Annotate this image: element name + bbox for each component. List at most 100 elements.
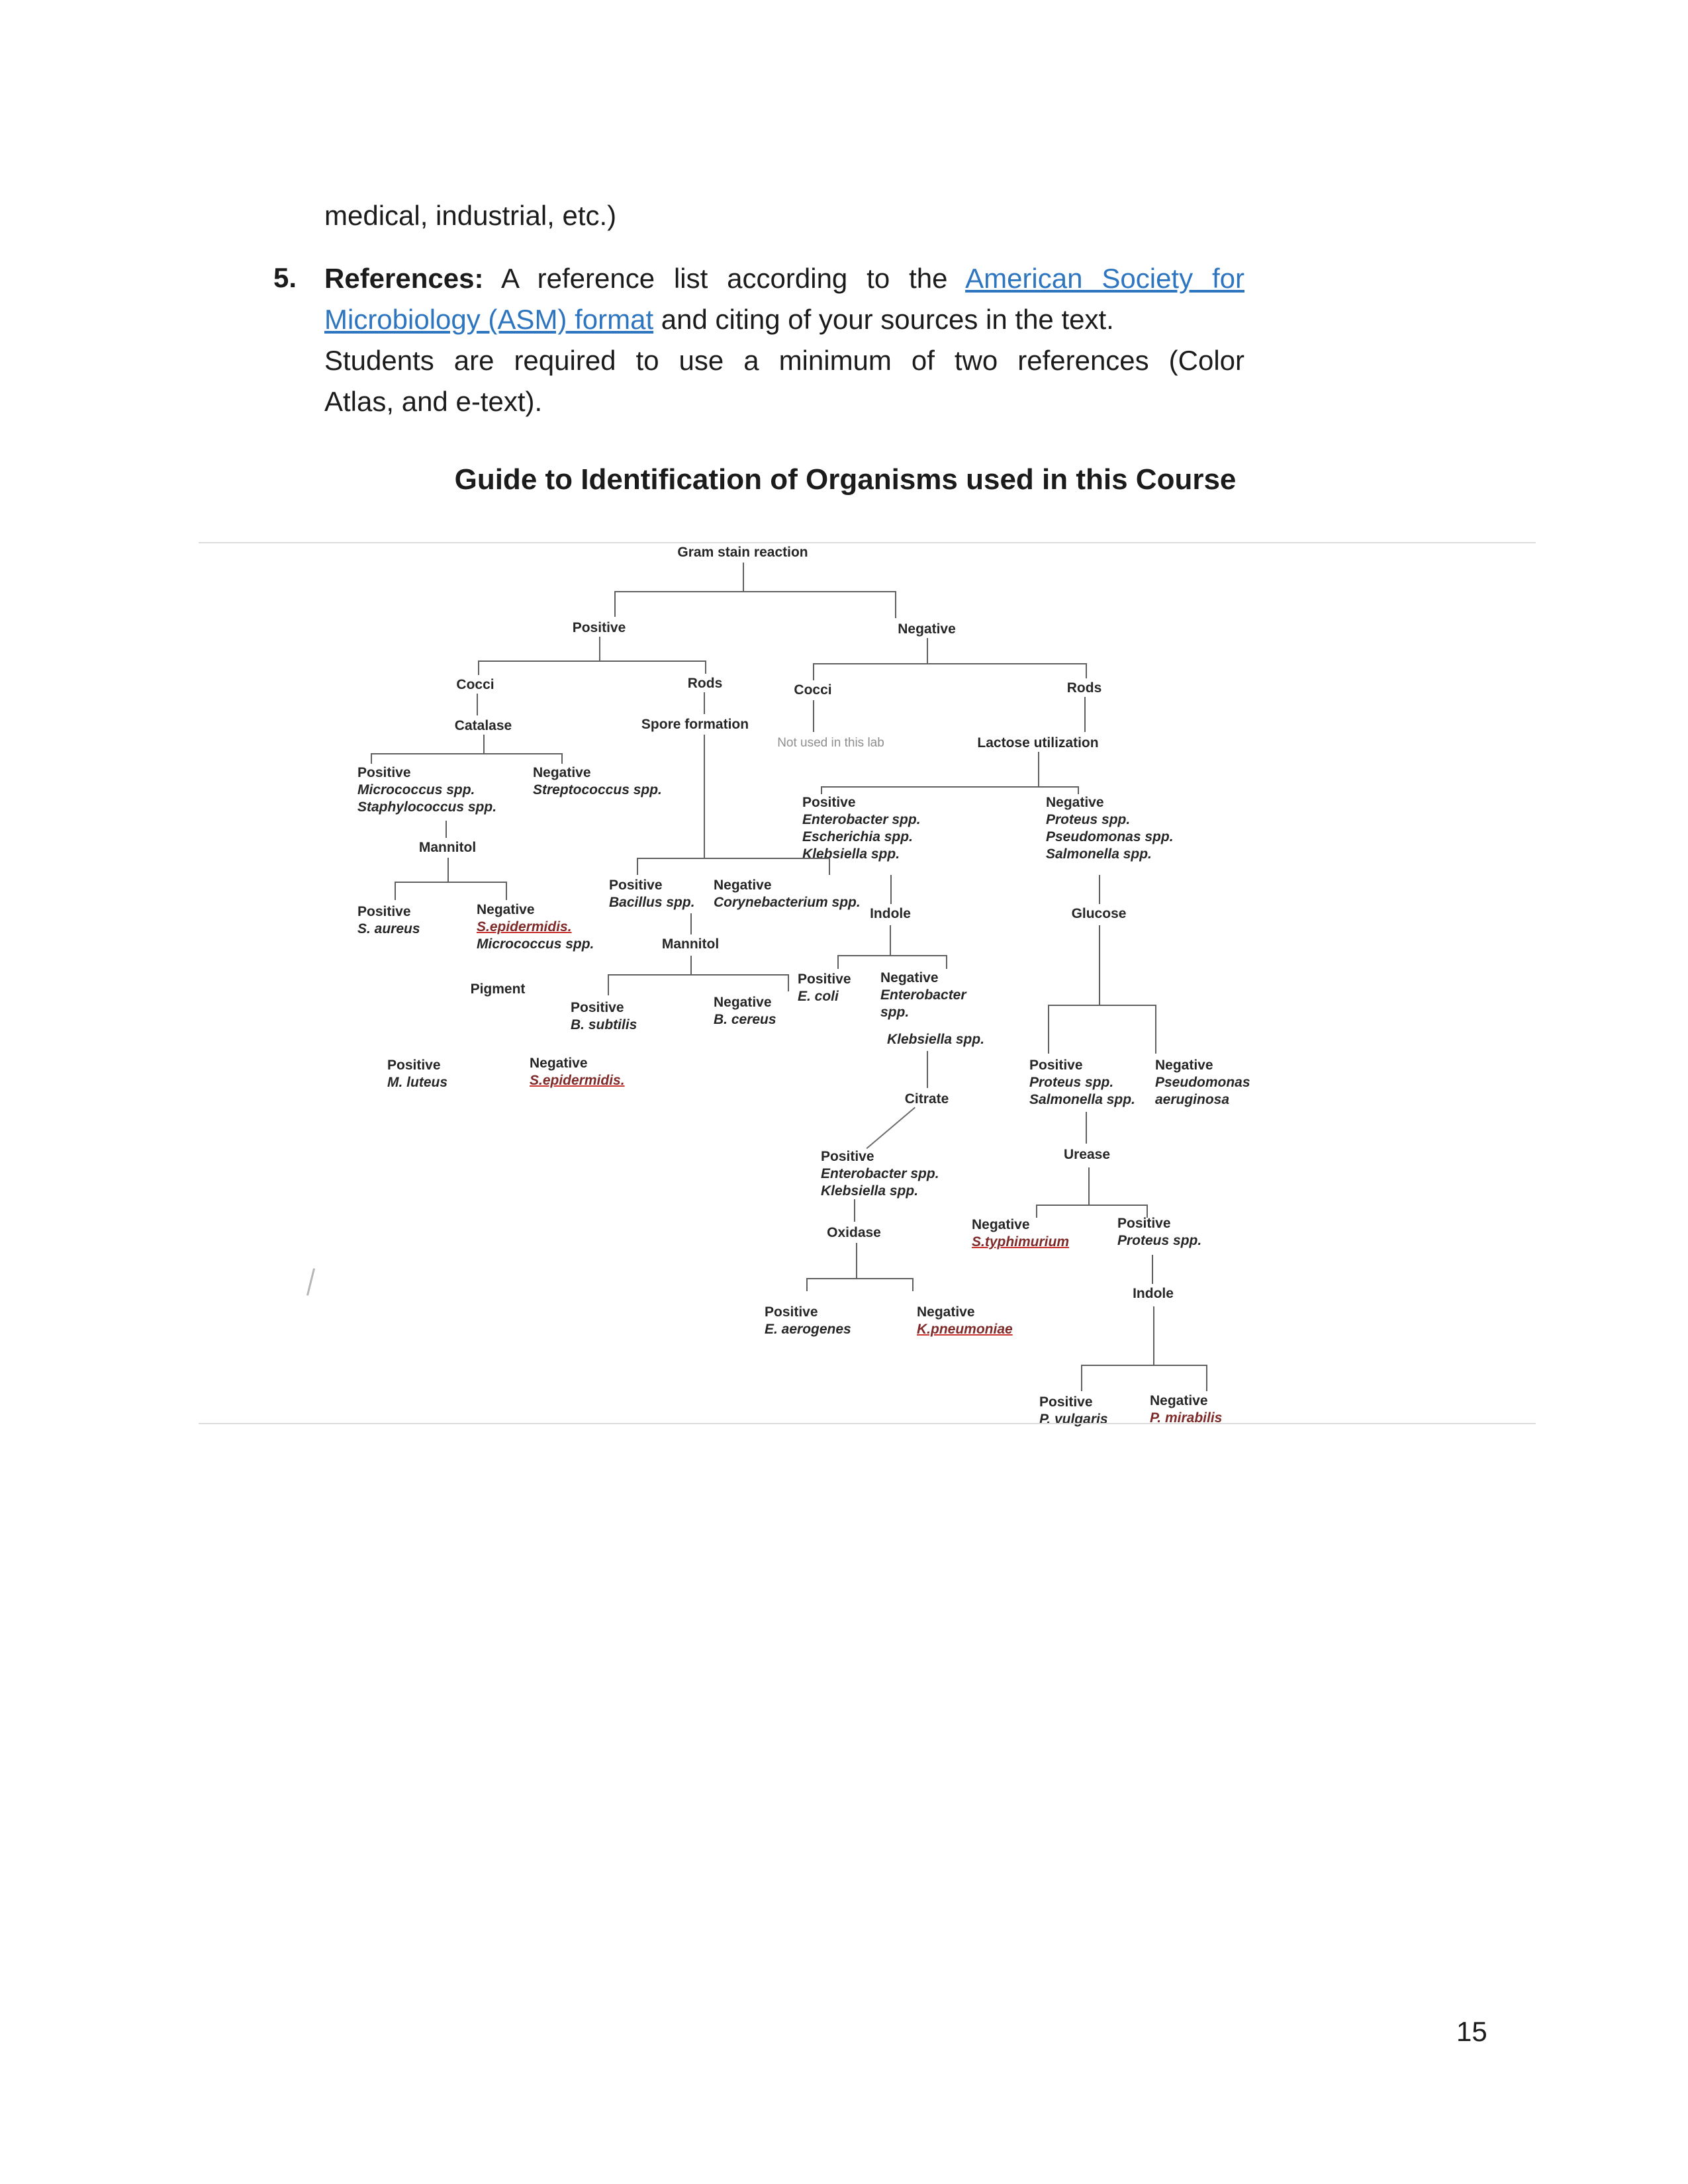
- flow-connector-line: [1147, 1205, 1148, 1218]
- flow-label: Proteus spp.: [1117, 1233, 1202, 1248]
- flow-connector-line: [1152, 1255, 1153, 1284]
- intro-text: medical, industrial, etc.): [324, 200, 617, 231]
- flow-connector-line: [890, 875, 892, 904]
- flow-label: Negative: [530, 1056, 588, 1071]
- flow-connector-line: [806, 1278, 912, 1279]
- flow-connector-line: [912, 1278, 914, 1291]
- flow-label: Enterobacter spp.: [821, 1166, 939, 1181]
- flow-label: Positive: [572, 620, 626, 635]
- flow-connector-line: [895, 591, 896, 618]
- flow-node-urease: Urease: [1064, 1146, 1110, 1163]
- flow-node-not-used-in-lab: Not used in this lab: [777, 735, 884, 752]
- list-item-number: 5.: [273, 262, 297, 293]
- flow-label: Rods: [687, 676, 723, 691]
- flow-node-oxidase: Oxidase: [827, 1224, 881, 1242]
- flow-node-mannitol-bacillus-negative: Negative B. cereus: [714, 994, 776, 1028]
- flow-connector-line: [1038, 752, 1039, 786]
- flow-connector-line: [806, 1278, 808, 1291]
- flow-connector-line: [506, 882, 507, 900]
- flow-connector-line: [445, 821, 447, 838]
- flow-label: Micrococcus spp.: [357, 782, 475, 797]
- flow-label: Bacillus spp.: [609, 895, 695, 910]
- flow-connector-line: [1048, 1005, 1049, 1054]
- flow-node-pigment-negative: Negative S.epidermidis.: [530, 1055, 625, 1089]
- flow-connector-line: [813, 700, 814, 732]
- flow-label: Negative: [533, 765, 591, 780]
- flow-connector-line: [1099, 925, 1100, 1005]
- paragraph-line-4: Atlas, and e-text).: [324, 386, 543, 417]
- flow-label: S. aureus: [357, 921, 420, 936]
- flow-label: Mannitol: [418, 840, 477, 855]
- flow-connector-line: [690, 913, 692, 934]
- flow-node-oxidase-positive: Positive E. aerogenes: [765, 1304, 851, 1338]
- flow-connector-line: [690, 956, 692, 974]
- stray-slash-mark: [306, 1268, 316, 1296]
- flow-label: B. cereus: [714, 1012, 776, 1027]
- flow-node-indole-proteus-negative: Negative P. mirabilis: [1150, 1392, 1222, 1427]
- flow-label: Positive: [802, 795, 856, 810]
- flow-label: Negative: [898, 621, 956, 637]
- flow-label: Negative: [1155, 1058, 1213, 1073]
- flow-label: Indole: [870, 906, 911, 921]
- flow-label: Negative: [714, 995, 772, 1010]
- flow-label: Spore formation: [641, 717, 749, 732]
- flow-label: Positive: [357, 904, 411, 919]
- flow-connector-line: [705, 660, 706, 674]
- flow-connector-line: [837, 955, 946, 956]
- flow-node-indole-negative: Negative Enterobacter spp.: [880, 970, 966, 1021]
- flow-label: Positive: [609, 878, 663, 893]
- flow-node-lactose-negative: Negative Proteus spp. Pseudomonas spp. Salm…: [1046, 794, 1174, 863]
- flow-node-glucose-positive: Positive Proteus spp. Salmonella spp.: [1029, 1057, 1135, 1109]
- flow-label: spp.: [880, 1005, 910, 1020]
- flow-label: Streptococcus spp.: [533, 782, 662, 797]
- references-paragraph: References: A reference list according t…: [324, 258, 1244, 422]
- page-number: 15: [1456, 2016, 1487, 2047]
- flow-connector-line: [1081, 1365, 1082, 1391]
- flow-label: Cocci: [794, 682, 832, 698]
- flow-label: Gram stain reaction: [677, 545, 808, 560]
- flow-connector-line: [1155, 1005, 1156, 1054]
- flow-label: Positive: [1039, 1394, 1093, 1410]
- flow-connector-line: [813, 663, 1086, 664]
- flow-label: E. coli: [798, 989, 839, 1004]
- flow-node-gram-positive: Positive: [573, 619, 626, 637]
- flow-label: S.epidermidis.: [530, 1073, 625, 1088]
- flow-node-catalase-negative: Negative Streptococcus spp.: [533, 764, 662, 799]
- flow-connector-line: [478, 660, 479, 675]
- flow-connector-line: [637, 858, 829, 859]
- flow-connector-line: [1099, 875, 1100, 904]
- flow-label: Staphylococcus spp.: [357, 799, 497, 815]
- flow-node-mannitol-staph: Mannitol: [419, 839, 476, 856]
- asm-link-part2[interactable]: Microbiology (ASM) format: [324, 304, 654, 335]
- flow-node-indole-lactose: Indole: [870, 905, 911, 923]
- flow-node-klebsiella-continued: Klebsiella spp.: [887, 1031, 984, 1048]
- flow-label: Citrate: [904, 1091, 949, 1107]
- flow-label: Klebsiella spp.: [802, 846, 900, 862]
- flow-node-indole-positive: Positive E. coli: [798, 971, 851, 1005]
- flow-label: Proteus spp.: [1046, 812, 1131, 827]
- flow-node-positive-cocci: Cocci: [456, 676, 494, 694]
- flow-connector-line: [608, 974, 788, 976]
- paragraph-line-2: Microbiology (ASM) format and citing of …: [324, 299, 1244, 340]
- flow-connector-line: [1088, 1167, 1090, 1205]
- flow-label: Glucose: [1071, 906, 1127, 921]
- flow-connector-line: [1081, 1365, 1206, 1366]
- flow-label: Salmonella spp.: [1029, 1092, 1135, 1107]
- flow-node-spore-positive: Positive Bacillus spp.: [609, 877, 695, 911]
- flow-node-glucose: Glucose: [1072, 905, 1127, 923]
- flow-label: Negative: [714, 878, 772, 893]
- flow-connector-line: [788, 974, 789, 991]
- flowchart-image-border: [199, 1423, 1536, 1424]
- flow-label: Rods: [1066, 680, 1102, 696]
- flow-label: K.pneumoniae: [917, 1322, 1013, 1337]
- flow-label: Negative: [972, 1217, 1030, 1232]
- flow-node-mannitol-bacillus: Mannitol: [662, 936, 719, 953]
- flow-label: Negative: [880, 970, 939, 985]
- flow-node-glucose-negative: Negative Pseudomonas aeruginosa: [1155, 1057, 1250, 1109]
- flow-connector-line: [483, 735, 485, 753]
- flow-label: Positive: [357, 765, 411, 780]
- asm-link-part1[interactable]: American Society for: [965, 263, 1245, 294]
- flow-connector-line: [371, 753, 561, 754]
- flow-connector-line: [1048, 1005, 1155, 1006]
